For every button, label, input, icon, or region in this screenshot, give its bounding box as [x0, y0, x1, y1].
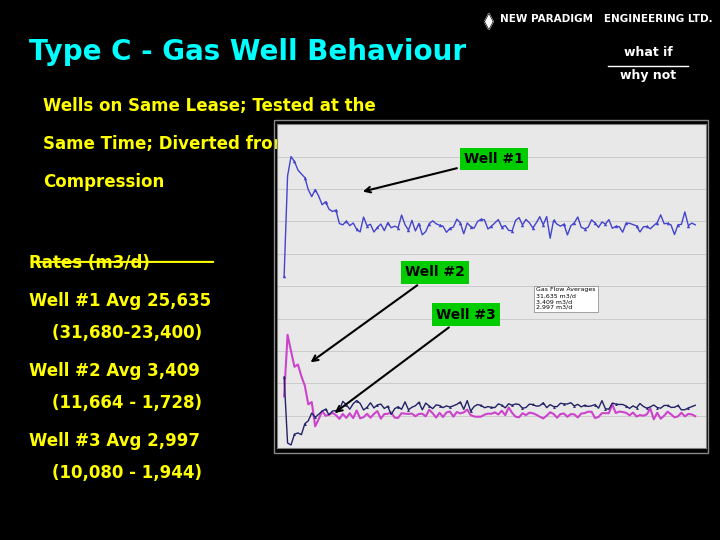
Text: (10,080 - 1,944): (10,080 - 1,944) — [29, 464, 202, 482]
Text: Well #1: Well #1 — [365, 152, 523, 192]
Text: Well #3 Avg 2,997: Well #3 Avg 2,997 — [29, 432, 200, 450]
Text: Compression: Compression — [43, 173, 164, 191]
Text: Well #2 Avg 3,409: Well #2 Avg 3,409 — [29, 362, 199, 380]
Text: Wells on Same Lease; Tested at the: Wells on Same Lease; Tested at the — [43, 97, 376, 115]
Text: Well #2: Well #2 — [312, 266, 465, 361]
Text: Type C - Gas Well Behaviour: Type C - Gas Well Behaviour — [29, 38, 466, 66]
Text: Same Time; Diverted from: Same Time; Diverted from — [43, 135, 290, 153]
Text: (31,680-23,400): (31,680-23,400) — [29, 324, 202, 342]
Text: Well #3: Well #3 — [336, 308, 496, 411]
Text: Gas Flow Averages
31,635 m3/d
3,409 m3/d
2,997 m3/d: Gas Flow Averages 31,635 m3/d 3,409 m3/d… — [536, 287, 596, 310]
Text: Rates (m3/d): Rates (m3/d) — [29, 254, 150, 272]
Title: Three Wells in Same Section - Same time interval: Three Wells in Same Section - Same time … — [370, 112, 613, 122]
Text: (11,664 - 1,728): (11,664 - 1,728) — [29, 394, 202, 412]
Text: why not: why not — [620, 69, 676, 82]
Text: what if: what if — [624, 46, 672, 59]
Polygon shape — [485, 14, 493, 30]
Text: NEW PARADIGM   ENGINEERING LTD.: NEW PARADIGM ENGINEERING LTD. — [500, 14, 713, 24]
Text: Well #1 Avg 25,635: Well #1 Avg 25,635 — [29, 292, 211, 309]
